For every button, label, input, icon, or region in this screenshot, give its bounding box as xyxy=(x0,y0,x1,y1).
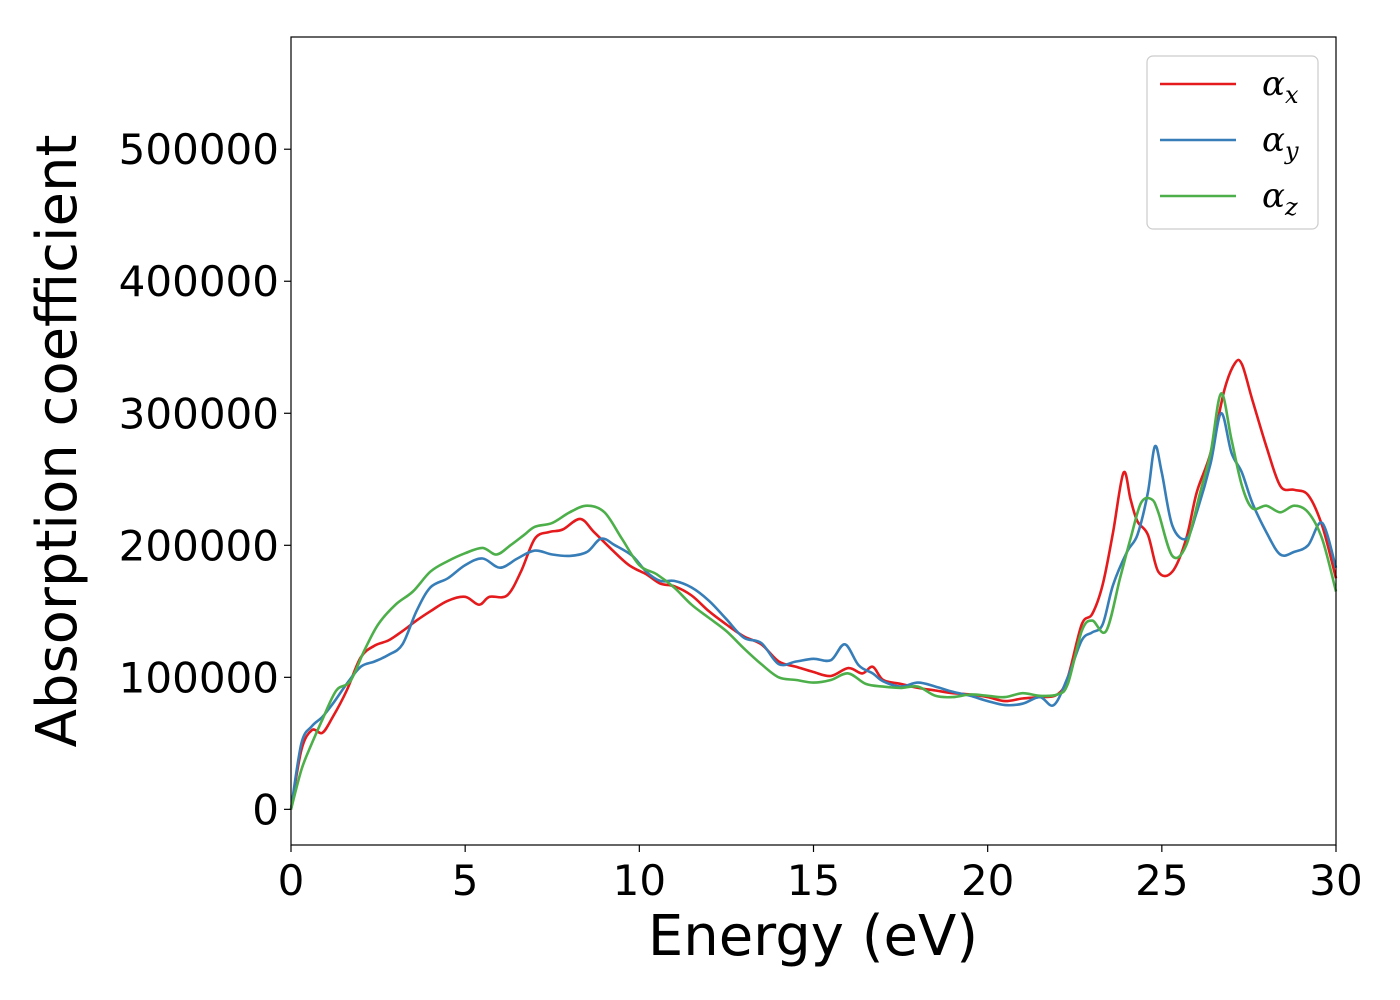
y-axis-ticks: 0 100000 200000 300000 400000 500000 xyxy=(119,125,291,834)
series-line-y xyxy=(289,411,1338,810)
x-axis-label: Energy (eV) xyxy=(648,904,978,969)
y-axis-label: Absorption coefficient xyxy=(25,135,90,748)
series-line-z xyxy=(289,392,1338,810)
y-tick-label: 100000 xyxy=(119,653,279,702)
y-tick-label: 400000 xyxy=(119,257,279,306)
legend-label-z: αz xyxy=(1262,176,1298,221)
x-tick-label: 5 xyxy=(452,856,479,905)
legend-items: αx αy αz xyxy=(1160,64,1299,221)
x-tick-label: 25 xyxy=(1135,856,1188,905)
legend: αx αy αz xyxy=(1146,55,1319,230)
y-tick-label: 0 xyxy=(252,785,279,834)
y-tick-label: 200000 xyxy=(119,521,279,570)
series-layer xyxy=(289,358,1338,810)
y-tick-label: 500000 xyxy=(119,125,279,174)
x-tick-label: 30 xyxy=(1309,856,1362,905)
legend-label-x: αx xyxy=(1262,64,1299,109)
x-axis-ticks: 0 5 10 15 20 25 30 xyxy=(278,845,1363,905)
x-tick-label: 15 xyxy=(787,856,840,905)
legend-box xyxy=(1146,55,1319,230)
legend-label-y: αy xyxy=(1262,120,1299,165)
x-tick-label: 20 xyxy=(961,856,1014,905)
series-line-x xyxy=(289,358,1338,810)
x-tick-label: 10 xyxy=(613,856,666,905)
x-tick-label: 0 xyxy=(278,856,305,905)
y-tick-label: 300000 xyxy=(119,389,279,438)
